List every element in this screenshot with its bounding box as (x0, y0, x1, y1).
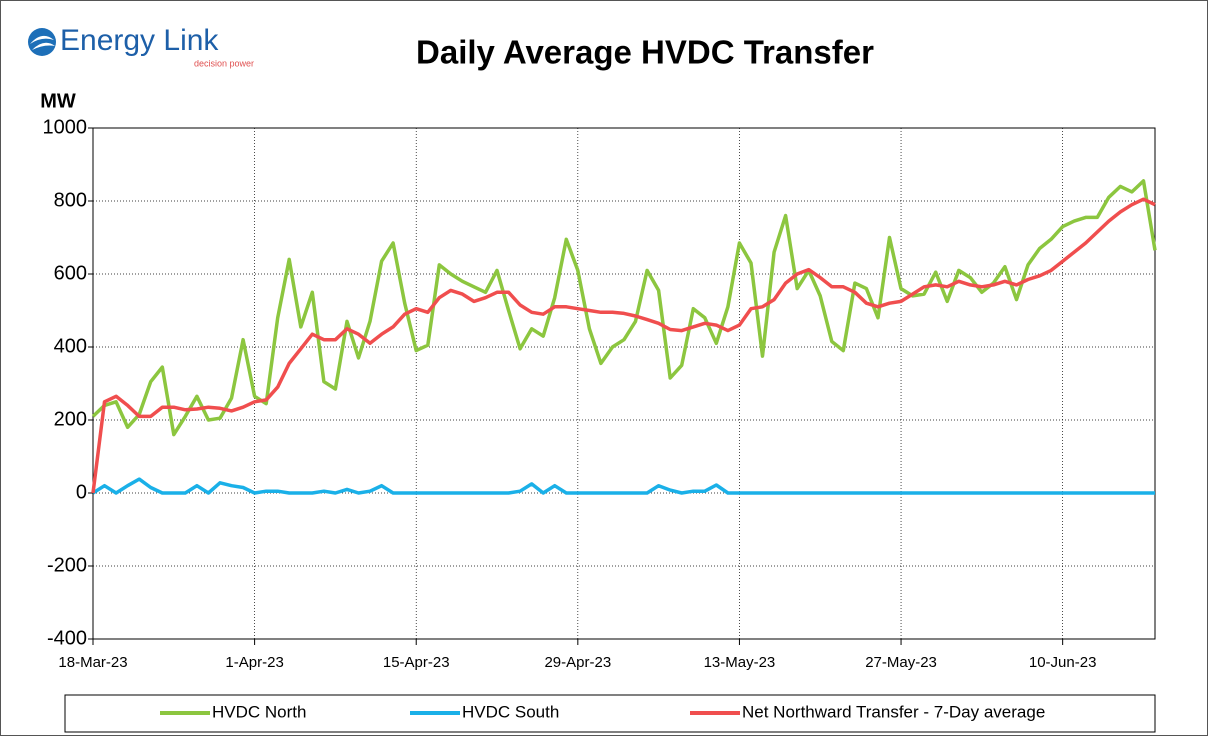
y-tick-label: -200 (47, 554, 87, 576)
y-tick-label: 800 (54, 189, 87, 211)
y-axis-label: MW (40, 90, 76, 112)
y-tick-label: 200 (54, 408, 87, 430)
logo-tagline: decision power (194, 58, 254, 68)
logo-icon (28, 28, 56, 56)
legend (64, 694, 1156, 733)
y-tick-label: 1000 (43, 116, 88, 138)
x-tick-label: 27-May-23 (865, 654, 937, 671)
logo-name: Energy Link (60, 24, 219, 57)
logo-swoosh (30, 35, 55, 50)
series-line (92, 477, 1155, 495)
y-tick-label: 600 (54, 262, 87, 284)
x-tick-label: 13-May-23 (704, 654, 776, 671)
x-tick-label: 1-Apr-23 (225, 654, 283, 671)
x-tick-label: 29-Apr-23 (544, 654, 611, 671)
y-tick-label: 400 (54, 335, 87, 357)
x-tick-label: 18-Mar-23 (58, 654, 127, 671)
plot-border (92, 127, 1156, 640)
series-line (91, 197, 1156, 494)
x-tick-label: 15-Apr-23 (383, 654, 450, 671)
y-tick-label: 0 (76, 481, 87, 503)
x-tick-label: 10-Jun-23 (1029, 654, 1097, 671)
chart-title: Daily Average HVDC Transfer (416, 34, 874, 71)
legend-label: HVDC North (212, 702, 306, 721)
logo: Energy Link decision power (28, 24, 254, 68)
legend-label: HVDC South (462, 702, 559, 721)
y-tick-label: -400 (47, 627, 87, 649)
legend-label: Net Northward Transfer - 7-Day average (742, 702, 1045, 721)
